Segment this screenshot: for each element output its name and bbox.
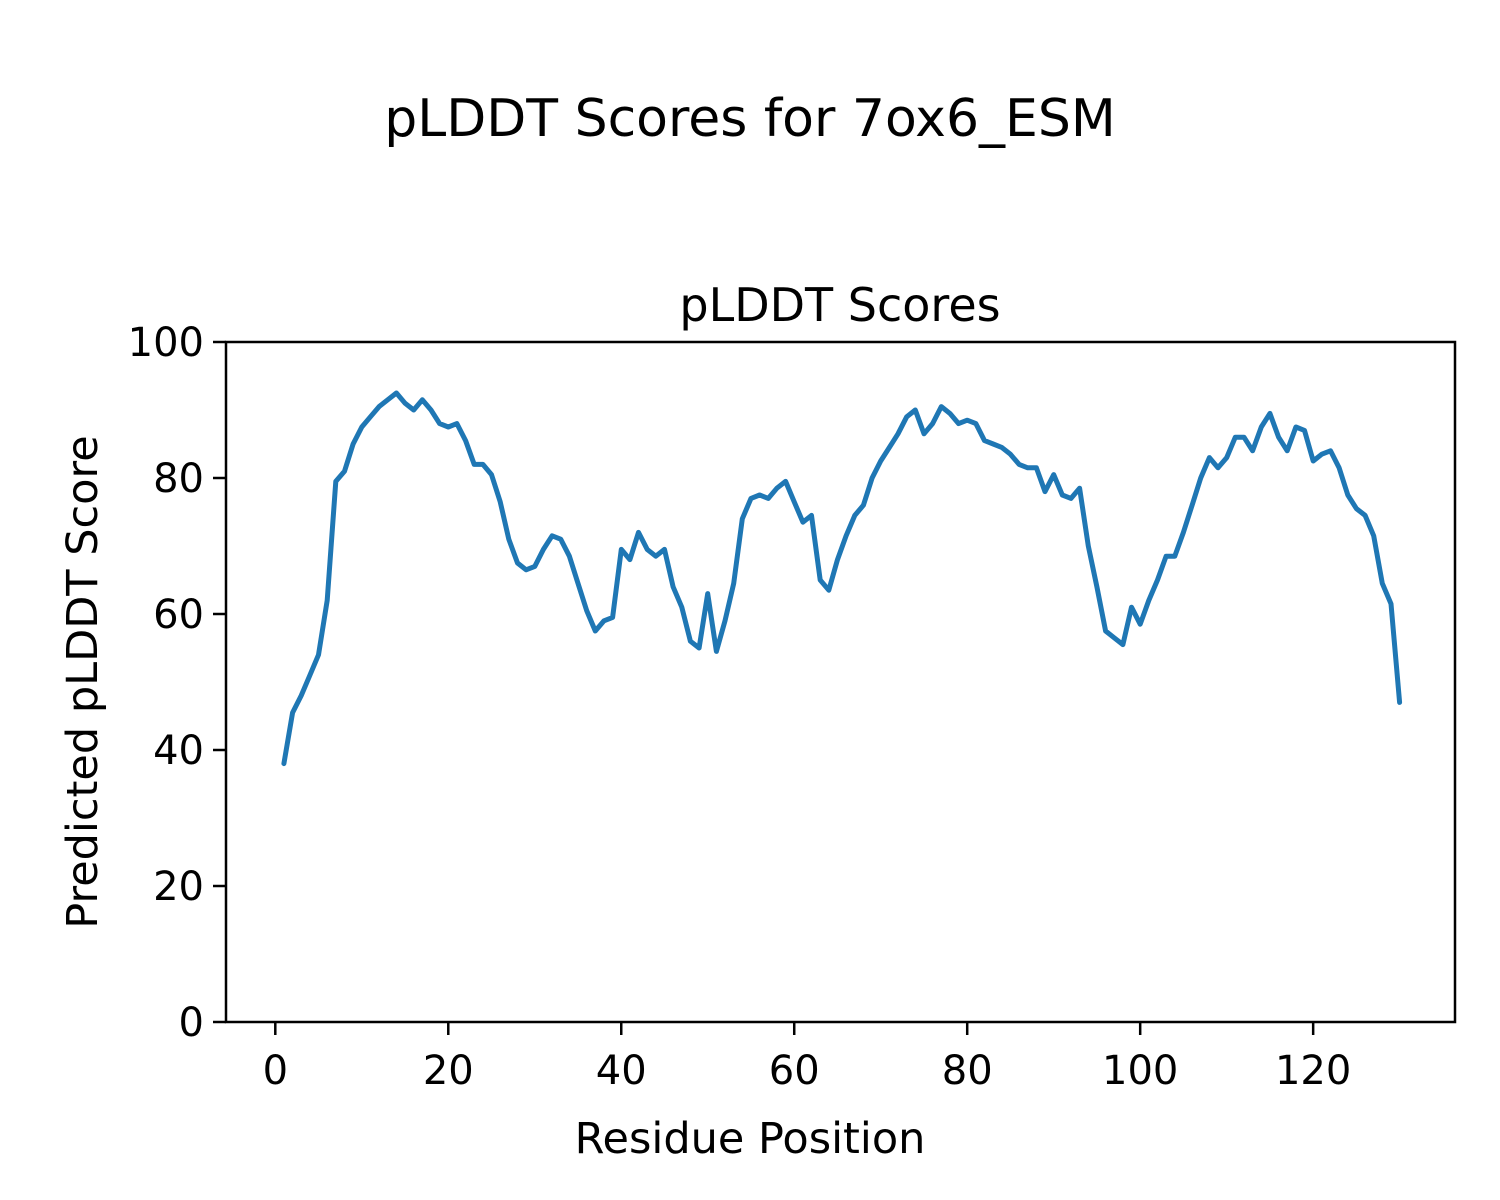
y-tick-label: 60 [153,592,204,638]
figure-suptitle: pLDDT Scores for 7ox6_ESM [384,89,1116,149]
y-tick-label: 100 [128,320,204,366]
plddt-series-line [281,390,1403,767]
plot-area [224,340,1457,1024]
y-tick-label: 20 [153,864,204,910]
x-tick-label: 60 [769,1048,820,1094]
x-tick-label: 0 [263,1048,288,1094]
y-tick-label: 40 [153,728,204,774]
x-axis-ticks: 0 20 40 60 80 100 120 [263,1022,1351,1094]
axes-title: pLDDT Scores [679,278,1000,332]
y-tick-label: 0 [179,1000,204,1046]
x-axis-label: Residue Position [575,1114,926,1164]
x-tick-label: 80 [942,1048,993,1094]
x-tick-label: 20 [423,1048,474,1094]
x-tick-label: 100 [1102,1048,1178,1094]
x-tick-label: 40 [596,1048,647,1094]
y-axis-ticks: 0 20 40 60 80 100 [128,320,226,1046]
x-tick-label: 120 [1275,1048,1351,1094]
y-axis-label: Predicted pLDDT Score [58,435,108,928]
y-tick-label: 80 [153,456,204,502]
